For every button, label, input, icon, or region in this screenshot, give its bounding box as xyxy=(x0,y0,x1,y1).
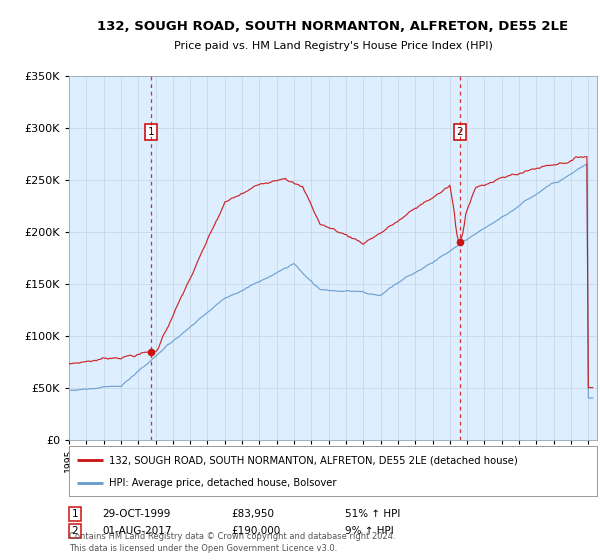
Text: £190,000: £190,000 xyxy=(231,526,280,536)
Text: 2: 2 xyxy=(457,127,463,137)
Text: 01-AUG-2017: 01-AUG-2017 xyxy=(102,526,172,536)
Text: 51% ↑ HPI: 51% ↑ HPI xyxy=(345,509,400,519)
Text: 29-OCT-1999: 29-OCT-1999 xyxy=(102,509,170,519)
Text: £83,950: £83,950 xyxy=(231,509,274,519)
Text: 1: 1 xyxy=(71,509,79,519)
Text: 132, SOUGH ROAD, SOUTH NORMANTON, ALFRETON, DE55 2LE (detached house): 132, SOUGH ROAD, SOUTH NORMANTON, ALFRET… xyxy=(109,455,517,465)
Text: Price paid vs. HM Land Registry's House Price Index (HPI): Price paid vs. HM Land Registry's House … xyxy=(173,41,493,51)
Text: HPI: Average price, detached house, Bolsover: HPI: Average price, detached house, Bols… xyxy=(109,478,336,488)
Text: 2: 2 xyxy=(71,526,79,536)
Text: 1: 1 xyxy=(148,127,155,137)
Text: 132, SOUGH ROAD, SOUTH NORMANTON, ALFRETON, DE55 2LE: 132, SOUGH ROAD, SOUTH NORMANTON, ALFRET… xyxy=(97,20,569,34)
Text: Contains HM Land Registry data © Crown copyright and database right 2024.
This d: Contains HM Land Registry data © Crown c… xyxy=(69,532,395,553)
Text: 9% ↑ HPI: 9% ↑ HPI xyxy=(345,526,394,536)
